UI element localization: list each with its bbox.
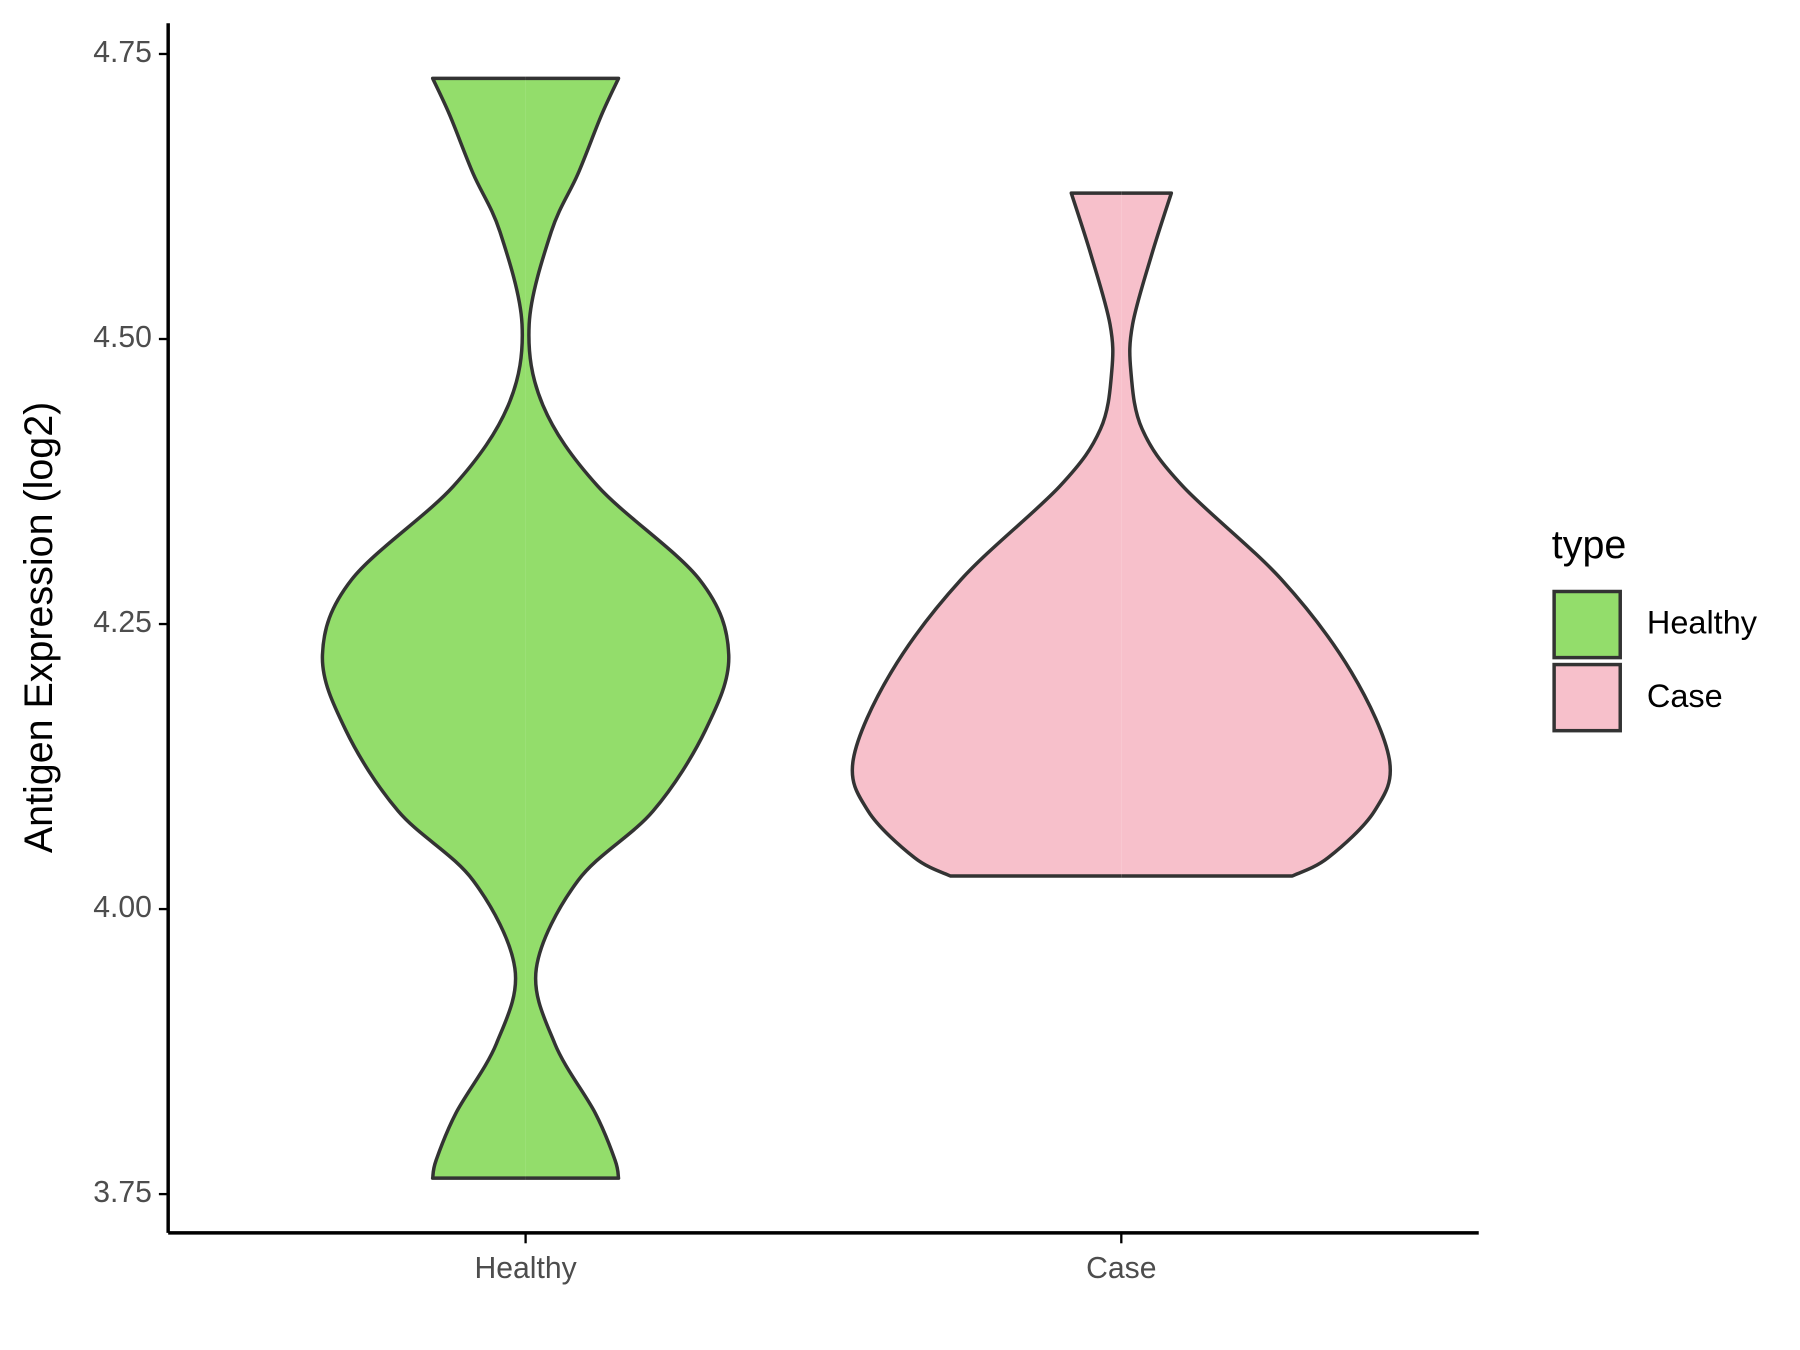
x-tick-label: Case [1086,1252,1156,1285]
y-tick-label: 4.25 [93,606,152,639]
y-tick-label: 4.50 [93,321,152,354]
legend-title: type [1552,523,1627,567]
violin-half [850,191,1122,878]
legend-key [1552,589,1622,660]
legend-label: Case [1647,678,1723,714]
y-tick-label: 4.00 [93,891,152,924]
legend-label: Healthy [1647,605,1758,641]
x-tick-label: Healthy [474,1252,577,1285]
violin-half [525,76,731,1180]
legend-key [1552,662,1622,733]
y-axis-title: Antigen Expression (log2) [17,402,61,853]
violin-half [320,76,526,1180]
violin-half [1121,191,1393,878]
y-tick-label: 4.75 [93,36,152,69]
y-tick-label: 3.75 [93,1176,152,1209]
